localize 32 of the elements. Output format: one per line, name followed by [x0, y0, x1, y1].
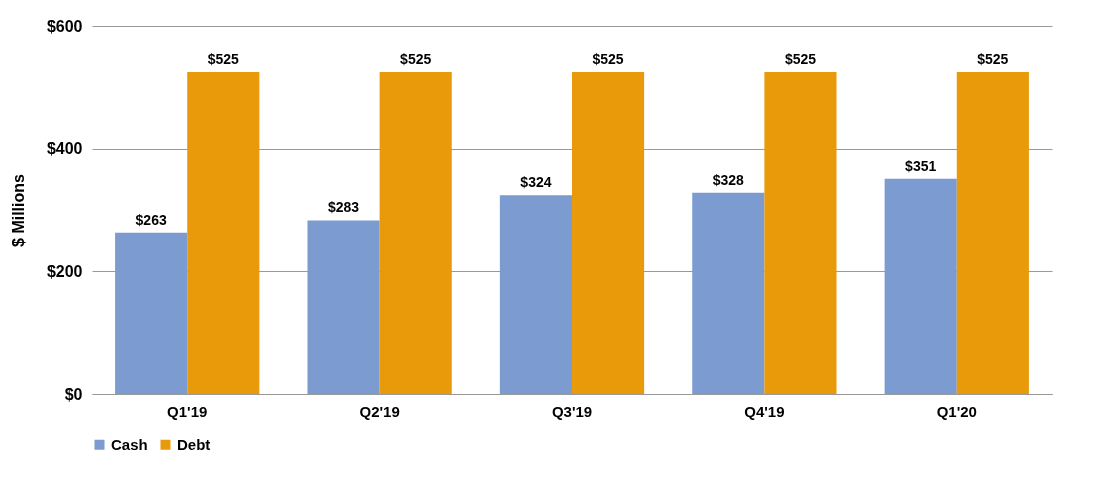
- data-label: $351: [905, 157, 937, 174]
- y-tick-label: $600: [46, 17, 83, 35]
- bar: [692, 192, 765, 394]
- bar: [499, 195, 572, 394]
- bar: [884, 178, 957, 394]
- bar: [764, 72, 837, 394]
- legend-label: Cash: [111, 435, 148, 453]
- data-label: $525: [784, 51, 817, 67]
- x-tick-label: Q1'20: [936, 402, 977, 420]
- bar: [307, 220, 380, 394]
- bar: [572, 72, 645, 394]
- data-label: $525: [207, 51, 240, 67]
- bar: [379, 72, 452, 394]
- bar: [956, 72, 1029, 394]
- data-label: $525: [400, 51, 432, 67]
- data-label: $283: [327, 199, 360, 216]
- data-label: $328: [712, 171, 745, 188]
- legend-label: Debt: [177, 435, 211, 453]
- data-label: $324: [520, 174, 552, 191]
- y-axis-title: $ Millions: [9, 173, 27, 247]
- bar: [115, 232, 188, 394]
- bar: [187, 72, 260, 394]
- x-tick-label: Q3'19: [551, 402, 593, 420]
- data-label: $263: [135, 211, 167, 228]
- y-tick-label: $200: [46, 262, 83, 280]
- y-tick-label: $0: [64, 385, 83, 403]
- x-tick-label: Q1'19: [167, 402, 208, 420]
- x-tick-label: Q2'19: [359, 402, 400, 420]
- data-label: $525: [592, 51, 624, 67]
- x-tick-label: Q4'19: [744, 402, 785, 420]
- y-tick-label: $400: [46, 140, 83, 158]
- data-label: $525: [977, 51, 1009, 67]
